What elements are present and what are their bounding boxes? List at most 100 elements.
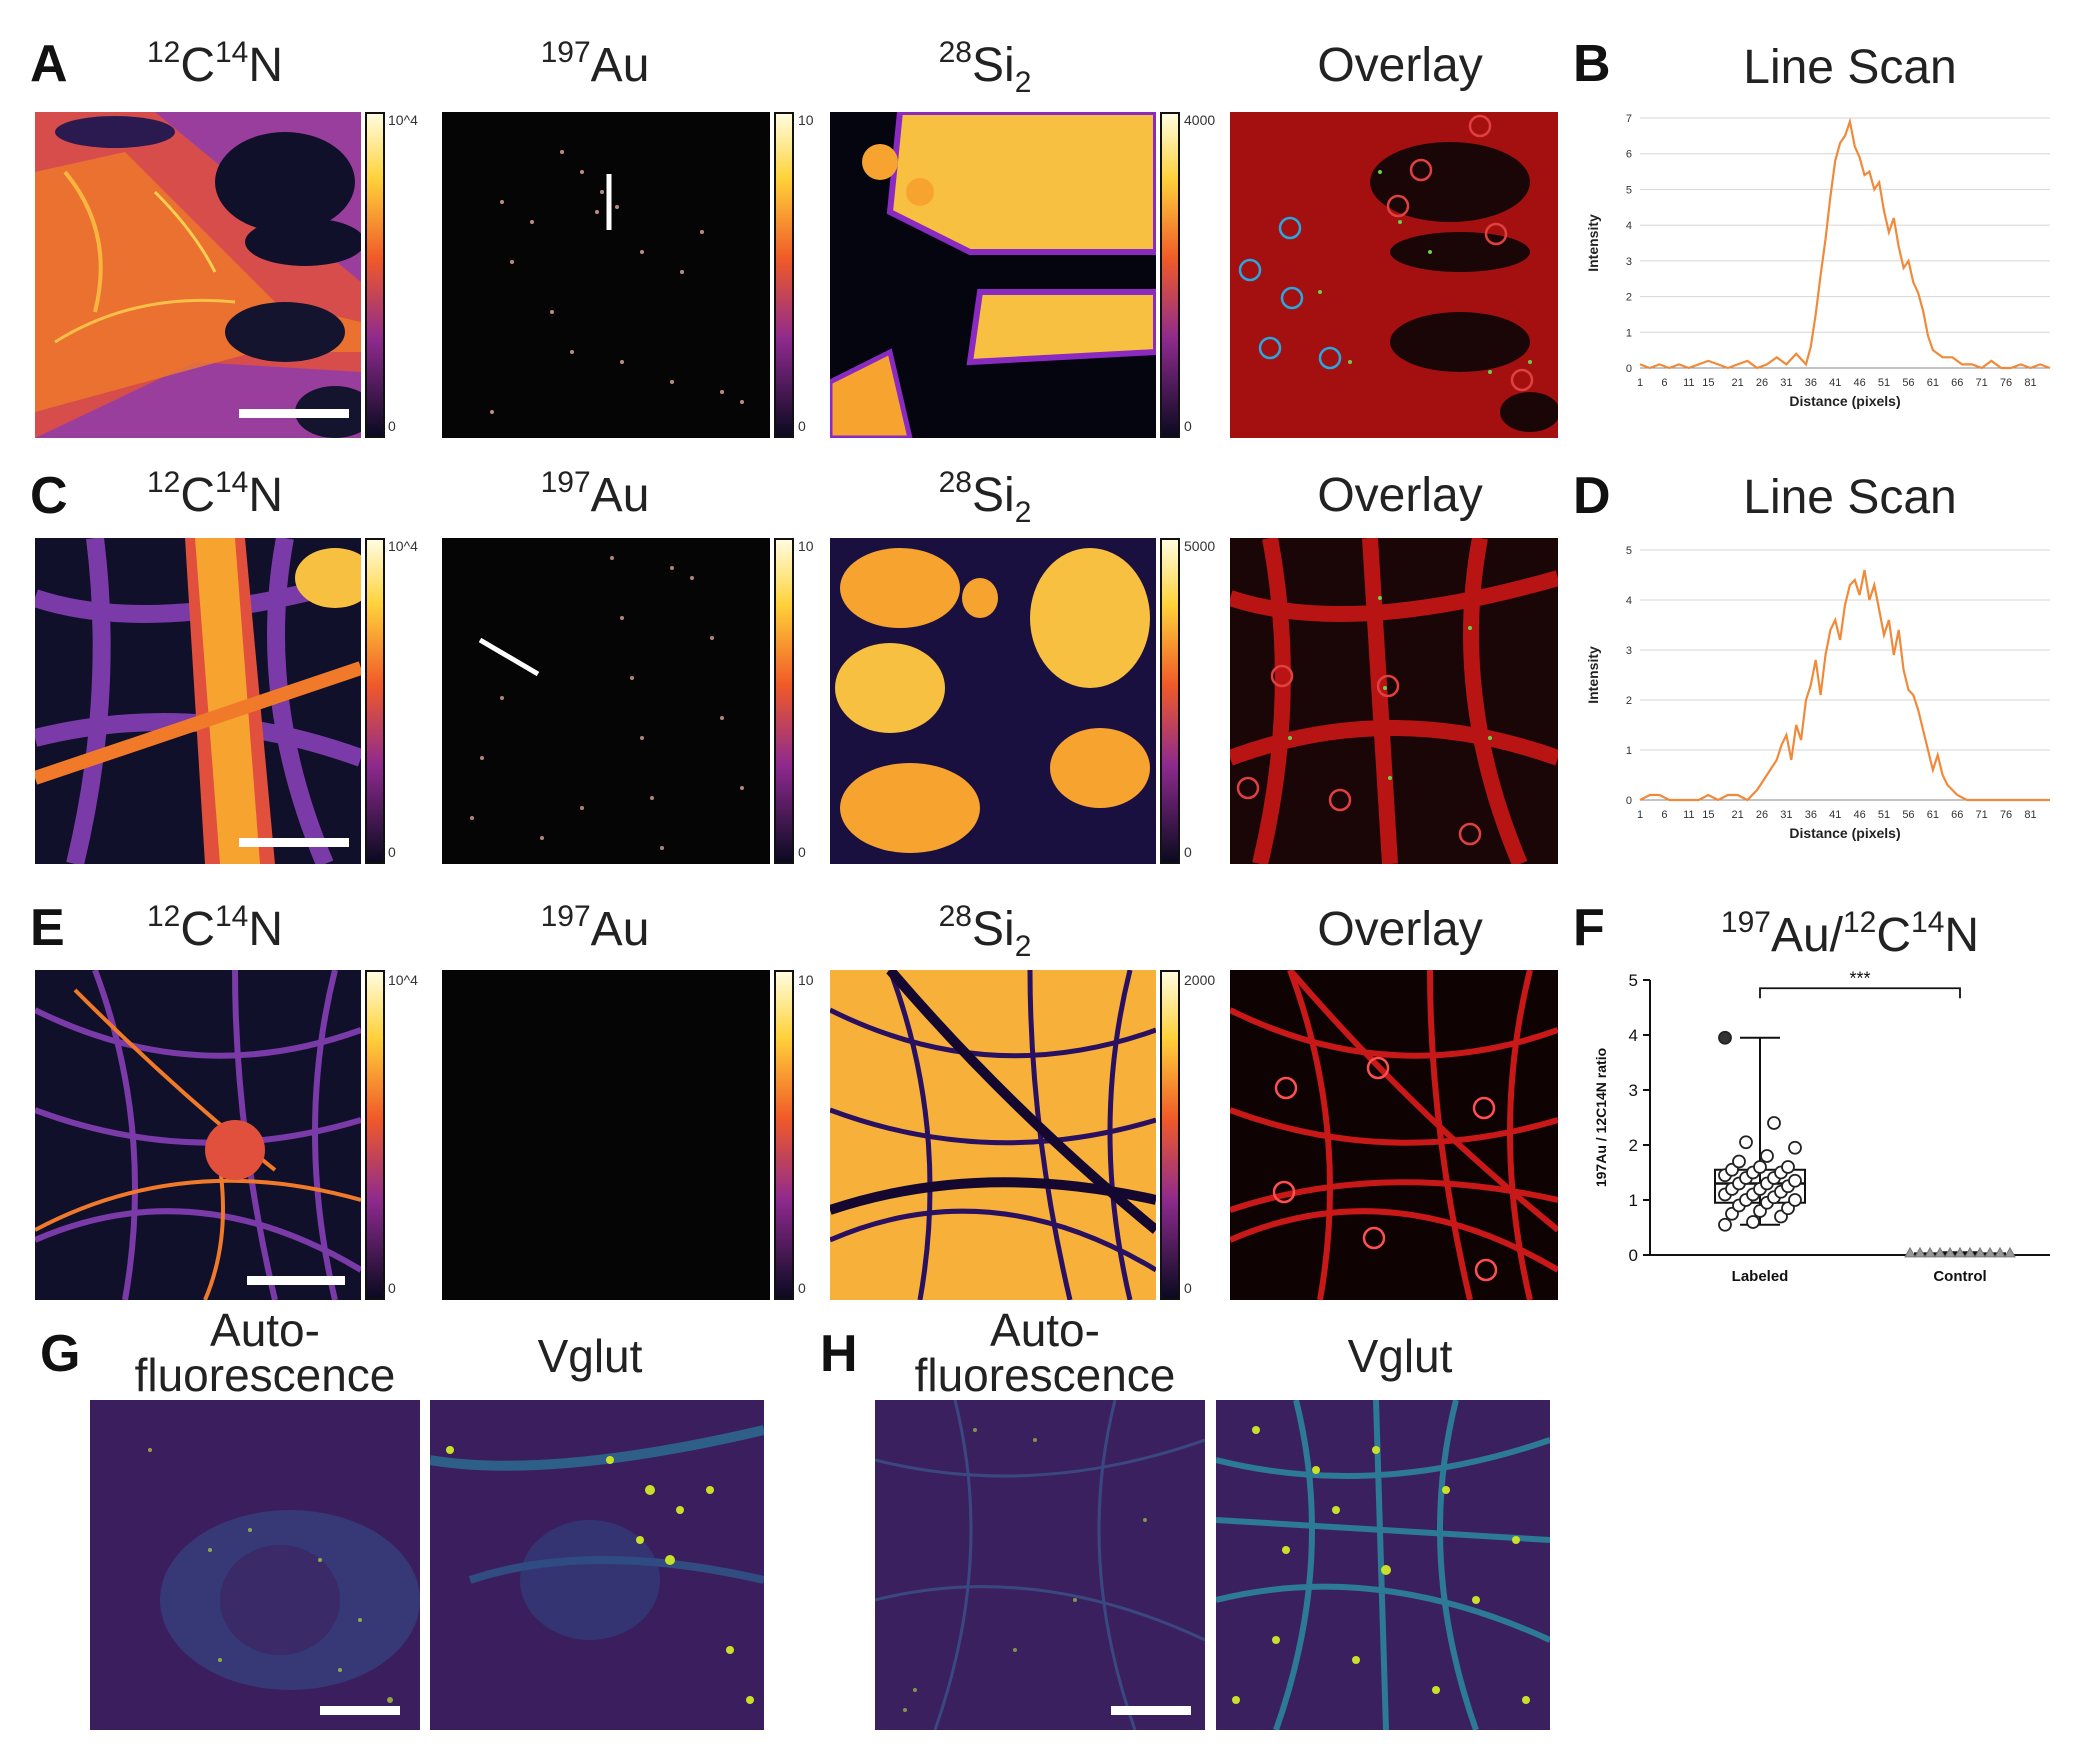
boxplot-ytick-label: 2 xyxy=(1629,1136,1638,1155)
linescan-d-xtick-label: 36 xyxy=(1805,809,1817,821)
linescan-d-xtick-label: 1 xyxy=(1637,809,1643,821)
linescan-b-xtick-label: 61 xyxy=(1927,377,1939,389)
linescan-b-xtick-label: 51 xyxy=(1878,377,1890,389)
boxplot-ytick-label: 1 xyxy=(1629,1191,1638,1210)
au-image-e xyxy=(442,970,770,1300)
boxplot-point xyxy=(1924,1246,1936,1258)
vglut-image-g-art xyxy=(430,1400,764,1730)
linescan-d-ytick-label: 4 xyxy=(1626,595,1632,607)
colorbar-cn-e xyxy=(365,970,385,1300)
linescan-b-xtick-label: 66 xyxy=(1951,377,1963,389)
boxplot-point xyxy=(1904,1246,1916,1258)
linescan-b-series-line xyxy=(1639,117,2051,370)
si-image-a xyxy=(830,112,1156,438)
scale-bar-c xyxy=(239,838,349,847)
scale-bar-e xyxy=(247,1276,345,1285)
significance-label: *** xyxy=(1849,968,1870,988)
si-image-a-art xyxy=(830,112,1156,438)
linescan-b-ytick-label: 2 xyxy=(1626,292,1632,304)
linescan-d-xtick-label: 6 xyxy=(1661,809,1667,821)
au-image-c-art xyxy=(442,538,770,864)
boxplot-point xyxy=(1753,1160,1767,1174)
linescan-d-xtick-label: 31 xyxy=(1780,809,1792,821)
boxplot-category-label: Labeled xyxy=(1732,1268,1789,1285)
colorbar-cn-a xyxy=(365,112,385,438)
scale-bar-g xyxy=(320,1706,400,1715)
boxplot-point xyxy=(1732,1154,1746,1169)
linescan-b-xtick-label: 21 xyxy=(1731,377,1743,389)
cn-image-c xyxy=(35,538,361,864)
panel-label-e: E xyxy=(30,899,65,957)
roi-circles-red-a xyxy=(1386,114,1534,392)
linescan-d-xtick-label: 51 xyxy=(1878,809,1890,821)
cn-image-e xyxy=(35,970,361,1300)
boxplot-point xyxy=(1788,1140,1802,1155)
si-image-e-art xyxy=(830,970,1156,1300)
title-au-e: 197Au xyxy=(540,900,650,956)
linescan-b-xtick-label: 6 xyxy=(1661,377,1667,389)
scale-bar-a xyxy=(239,409,349,418)
title-au-a: 197Au xyxy=(540,36,650,92)
linescan-b-xtick-label: 81 xyxy=(2024,377,2036,389)
panel-label-c: C xyxy=(30,467,68,525)
overlay-image-a xyxy=(1230,112,1558,438)
boxplot-point xyxy=(1944,1246,1956,1258)
linescan-d-xtick-label: 71 xyxy=(1976,809,1988,821)
boxplot-point xyxy=(1767,1116,1781,1130)
vglut-image-h xyxy=(1216,1400,1550,1730)
colorbar-cn-c xyxy=(365,538,385,864)
colorbar-cn-c-max: 10^4 xyxy=(388,538,418,554)
linescan-d-xlabel: Distance (pixels) xyxy=(1789,825,1900,841)
boxplot-point xyxy=(2004,1246,2016,1258)
si-image-c xyxy=(830,538,1156,864)
colorbar-au-a-min: 0 xyxy=(798,418,806,434)
linescan-d-xtick-label: 26 xyxy=(1756,809,1768,821)
colorbar-cn-c-min: 0 xyxy=(388,844,396,860)
linescan-d-ylabel: Intensity xyxy=(1585,646,1601,704)
linescan-b-xtick-label: 26 xyxy=(1756,377,1768,389)
linescan-d-series-line xyxy=(1639,569,2050,802)
roi-circles-cyan-a xyxy=(1238,216,1342,370)
linescan-marker-c xyxy=(478,637,540,677)
boxplot-ytick-label: 3 xyxy=(1629,1081,1638,1100)
colorbar-au-c-max: 10 xyxy=(798,538,814,554)
linescan-b-ytick-label: 7 xyxy=(1626,113,1632,125)
boxplot-point xyxy=(1739,1135,1753,1150)
autofluorescence-image-h xyxy=(875,1400,1205,1730)
colorbar-si-c-max: 5000 xyxy=(1184,538,1216,554)
linescan-d-xtick-label: 56 xyxy=(1902,809,1914,821)
linescan-d-xtick-label: 41 xyxy=(1829,809,1841,821)
colorbar-au-a-max: 10 xyxy=(798,112,814,128)
cn-image-e-art xyxy=(35,970,361,1300)
linescan-b-xtick-label: 46 xyxy=(1854,377,1866,389)
boxplot-ytick-label: 4 xyxy=(1629,1026,1638,1045)
linescan-b-ytick-label: 1 xyxy=(1626,327,1632,339)
autofluorescence-image-h-art xyxy=(875,1400,1205,1730)
overlay-image-e-art xyxy=(1230,970,1558,1300)
boxplot-point xyxy=(1964,1246,1976,1258)
linescan-b-ytick-label: 6 xyxy=(1626,149,1632,161)
linescan-d-xtick-label: 76 xyxy=(2000,809,2012,821)
linescan-b-xtick-label: 56 xyxy=(1902,377,1914,389)
panel-label-f: F xyxy=(1573,899,1605,957)
colorbar-si-c xyxy=(1160,538,1180,864)
title-cn-a: 12C14N xyxy=(146,36,284,92)
linescan-d-xtick-label: 61 xyxy=(1927,809,1939,821)
linescan-title-b: Line Scan xyxy=(1743,41,1957,94)
colorbar-au-e-max: 10 xyxy=(798,972,814,988)
title-overlay-c: Overlay xyxy=(1317,469,1483,522)
linescan-b-xtick-label: 41 xyxy=(1829,377,1841,389)
colorbar-au-e-min: 0 xyxy=(798,1280,806,1296)
linescan-b-xtick-label: 11 xyxy=(1683,377,1694,389)
title-vglut-g: Vglut xyxy=(537,1330,643,1382)
overlay-image-a-art xyxy=(1230,112,1558,438)
linescan-b-xtick-label: 31 xyxy=(1780,377,1792,389)
cn-image-c-art xyxy=(35,538,361,864)
linescan-b-ytick-label: 5 xyxy=(1626,184,1632,196)
colorbar-si-c-min: 0 xyxy=(1184,844,1192,860)
overlay-image-e xyxy=(1230,970,1558,1300)
significance-bracket xyxy=(1759,987,1961,999)
overlay-image-c xyxy=(1230,538,1558,864)
colorbar-au-c-min: 0 xyxy=(798,844,806,860)
panel-label-g: G xyxy=(40,1325,81,1383)
